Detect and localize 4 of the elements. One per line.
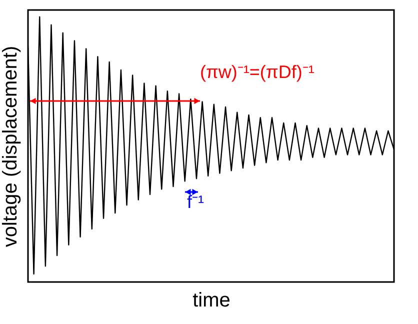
annotation: f⁻¹ [187,192,204,212]
annotation: (πw)⁻¹=(πDf)⁻¹ [200,62,314,82]
y-axis-title: voltage (displacement) [0,46,22,248]
x-axis-title: time [192,290,230,312]
